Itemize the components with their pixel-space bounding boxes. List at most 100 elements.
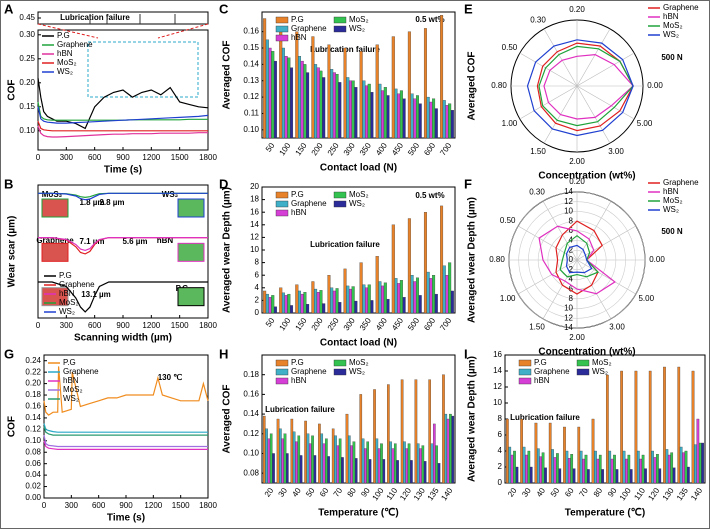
bar [322, 443, 326, 484]
bar [268, 297, 272, 314]
x-axis-title: Time (s) [104, 165, 142, 176]
bar [430, 443, 434, 484]
r-tick-label: 12 [564, 197, 573, 206]
legend-label: Graphene [291, 367, 327, 376]
y-tick-label: 0.18 [243, 370, 259, 379]
bar [276, 418, 280, 484]
y-axis-title: Averaged wear Depth (µm) [467, 197, 478, 323]
bar [361, 438, 365, 484]
bar [636, 450, 640, 484]
legend-swatch [275, 25, 289, 33]
bar [391, 448, 395, 484]
bar [279, 287, 283, 314]
bar [434, 293, 438, 314]
bar [696, 418, 700, 484]
legend-swatch [275, 368, 289, 376]
legend-swatch [333, 200, 347, 208]
annotation: 1.8 µm [79, 198, 104, 207]
y-axis-title: Averaged COF [467, 51, 478, 120]
legend-label: MoS₂ [349, 190, 369, 199]
bar [295, 31, 299, 139]
bar [327, 275, 331, 314]
angle-label: 0.50 [502, 43, 518, 52]
bar [679, 446, 683, 484]
bar [596, 458, 600, 484]
legend-label: P.G [291, 15, 304, 24]
bar [352, 441, 356, 484]
bar [297, 435, 301, 484]
bar [334, 435, 337, 484]
annotation: 7.1 µm [79, 237, 104, 246]
bar [644, 468, 647, 484]
legend-swatch [275, 377, 289, 385]
legend-label: hBN [63, 376, 79, 385]
bar [387, 384, 390, 484]
bar [505, 418, 509, 484]
data-line [37, 125, 208, 138]
r-tick-label: 10 [564, 304, 573, 313]
y-axis-title: Averaged COF [222, 40, 233, 109]
angle-label: 5.00 [638, 294, 654, 303]
legend-swatch [275, 16, 289, 24]
legend-label: P.G [57, 31, 70, 40]
bar [327, 44, 331, 139]
bar [403, 441, 406, 484]
bar [444, 413, 448, 484]
profile-line [38, 281, 208, 313]
angle-label: 0.20 [569, 177, 585, 186]
legend-label: Graphene [57, 40, 93, 49]
data-line [43, 434, 208, 448]
annotation: Lubrication failure [265, 405, 335, 414]
bar [283, 433, 287, 484]
plot-frame [261, 354, 456, 484]
bar [522, 446, 526, 484]
bar [284, 56, 288, 139]
bar [373, 389, 376, 484]
bar [433, 423, 436, 484]
bar [362, 284, 366, 314]
bar [694, 444, 697, 484]
bar [572, 468, 576, 484]
bar [383, 282, 387, 314]
bar [402, 297, 406, 314]
plot-frame [261, 11, 456, 139]
x-tick-label: 1800 [199, 321, 217, 330]
angle-label: 1.00 [500, 294, 516, 303]
bar [415, 277, 419, 314]
bar [423, 461, 427, 484]
y-tick-label: 0.16 [243, 389, 259, 398]
bar [437, 463, 441, 484]
bar [615, 469, 619, 484]
bar [553, 457, 557, 484]
y-tick-label: 0.15 [19, 102, 35, 111]
bar [418, 295, 422, 314]
bar [446, 418, 450, 484]
bar [440, 205, 444, 314]
data-line [37, 106, 209, 124]
bar [548, 422, 552, 484]
bar [364, 448, 367, 484]
bar [556, 453, 559, 484]
annotation: 13.1 µm [81, 290, 111, 299]
x-tick-label: 900 [116, 153, 130, 162]
bar [330, 287, 334, 314]
bar [405, 448, 409, 484]
legend-label: Graphene [59, 280, 95, 289]
bar [366, 441, 370, 484]
bar [701, 442, 705, 484]
bar [290, 67, 294, 139]
y-tick-label: 0.14 [243, 59, 259, 68]
bar [295, 441, 298, 484]
bar [407, 443, 411, 484]
x-axis-title: Concentration (wt%) [538, 171, 635, 182]
bar [279, 26, 283, 139]
panel-label: E [464, 1, 473, 16]
angle-label: 0.00 [649, 255, 665, 264]
bar [440, 15, 444, 139]
annotation: 0.5 wt% [415, 191, 444, 200]
bar [322, 303, 326, 314]
bar [335, 288, 339, 314]
bar [391, 224, 395, 314]
bar [400, 379, 404, 484]
legend-swatch [275, 191, 289, 199]
